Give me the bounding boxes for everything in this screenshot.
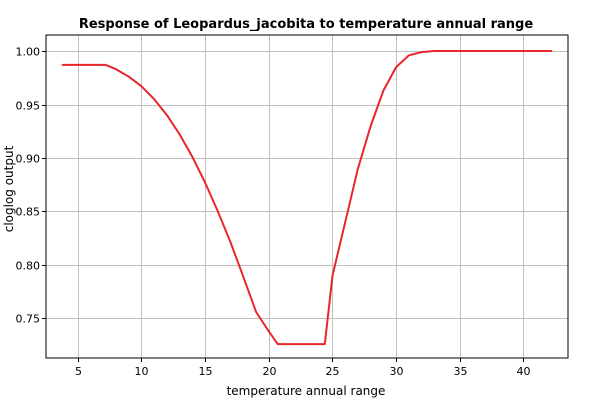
x-tick-label: 5 (75, 365, 82, 378)
x-tick-label: 35 (454, 365, 468, 378)
x-tick-label: 40 (517, 365, 531, 378)
x-tick-label: 25 (326, 365, 340, 378)
x-axis-label: temperature annual range (227, 384, 386, 398)
y-tick-label: 0.95 (16, 100, 41, 113)
y-tick-label: 0.90 (16, 153, 41, 166)
y-axis-label: cloglog output (2, 145, 16, 232)
x-tick-label: 15 (199, 365, 213, 378)
axis-ticks: 5 10 15 20 25 30 35 40 0.75 0.80 0.85 0.90 0.95 1.00 (16, 46, 531, 379)
x-tick-label: 10 (135, 365, 149, 378)
y-tick-label: 1.00 (16, 46, 41, 59)
y-tick-label: 0.85 (16, 206, 41, 219)
y-tick-label: 0.75 (16, 313, 41, 326)
series-layer (61, 50, 553, 346)
plot-area-frame (45, 34, 569, 359)
y-tick-label: 0.80 (16, 260, 41, 273)
chart-title: Response of Leopardus_jacobita to temper… (79, 17, 534, 32)
x-tick-label: 20 (263, 365, 277, 378)
series-line (61, 50, 553, 346)
x-tick-label: 30 (390, 365, 404, 378)
